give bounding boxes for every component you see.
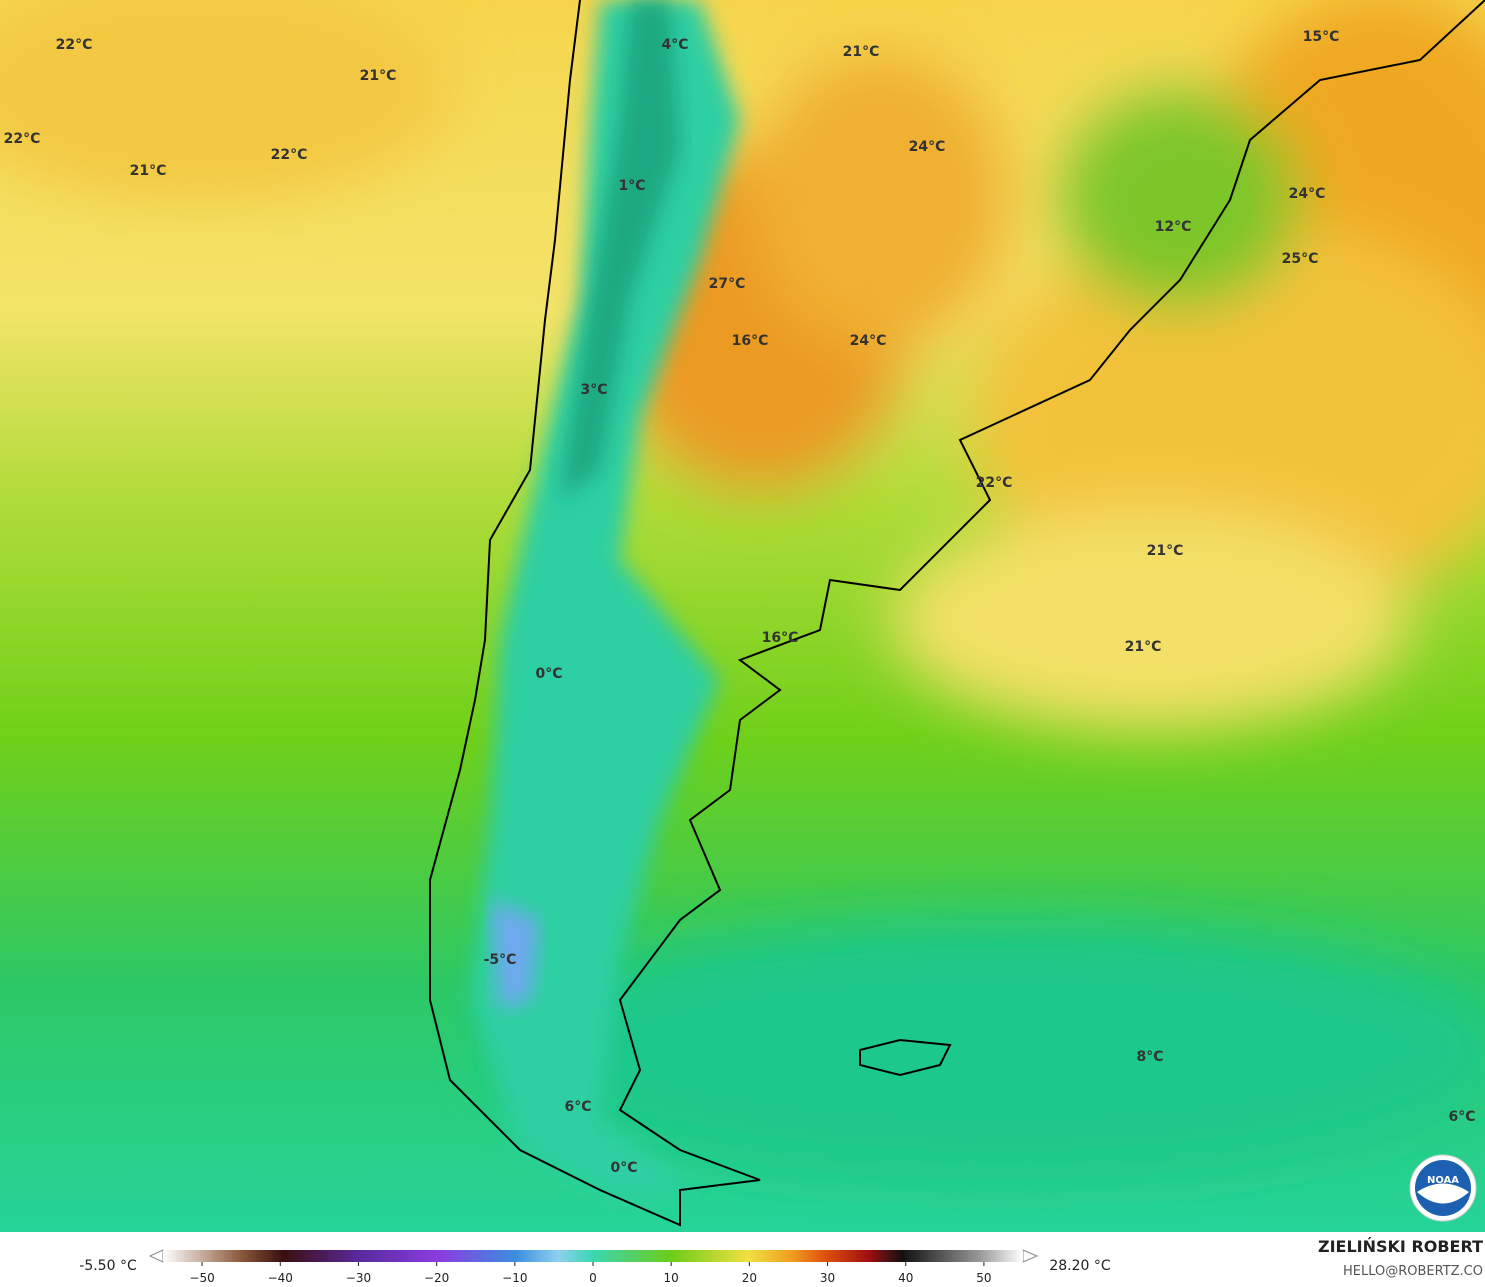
temperature-label: 16°C	[762, 630, 799, 646]
temperature-label: 21°C	[1147, 543, 1184, 559]
colorbar-min: -5.50 °C	[79, 1258, 137, 1274]
colorbar-tick-label: 50	[976, 1271, 991, 1285]
temperature-label: 6°C	[564, 1099, 591, 1115]
temperature-label: 12°C	[1155, 219, 1192, 235]
temperature-label: 24°C	[850, 333, 887, 349]
temperature-label: 22°C	[271, 147, 308, 163]
temperature-label: 15°C	[1303, 29, 1340, 45]
temperature-label: 0°C	[610, 1160, 637, 1176]
temperature-label: 16°C	[732, 333, 769, 349]
noaa-logo: NOAA	[1409, 1154, 1477, 1222]
temperature-label: 4°C	[661, 37, 688, 53]
temperature-label: -5°C	[484, 952, 517, 968]
svg-text:NOAA: NOAA	[1427, 1175, 1459, 1186]
temperature-label: 21°C	[130, 163, 167, 179]
temperature-label: 21°C	[843, 44, 880, 60]
colorbar-tick-label: 0	[589, 1271, 597, 1285]
temperature-label: 0°C	[535, 666, 562, 682]
colorbar-tick-label: −30	[346, 1271, 371, 1285]
colorbar-tick-label: 30	[820, 1271, 835, 1285]
temperature-label: 25°C	[1282, 251, 1319, 267]
temperature-label: 24°C	[1289, 186, 1326, 202]
colorbar-tick-label: −50	[189, 1271, 214, 1285]
credit-email: HELLO@ROBERTZ.CO	[1343, 1264, 1483, 1279]
colorbar-tick-label: 40	[898, 1271, 913, 1285]
temperature-label: 3°C	[580, 382, 607, 398]
temperature-label: 22°C	[976, 475, 1013, 491]
temperature-label: 22°C	[56, 37, 93, 53]
temperature-label: 27°C	[709, 276, 746, 292]
colorbar-tick-label: 10	[664, 1271, 679, 1285]
colorbar-tick-label: −10	[502, 1271, 527, 1285]
temperature-label: 21°C	[1125, 639, 1162, 655]
colorbar-tick-label: −20	[424, 1271, 449, 1285]
colorbar-max: 28.20 °C	[1049, 1258, 1111, 1274]
temperature-label: 24°C	[909, 139, 946, 155]
colorbar	[163, 1250, 1023, 1262]
temperature-label: 22°C	[4, 131, 41, 147]
temperature-label: 8°C	[1136, 1049, 1163, 1065]
temperature-label: 6°C	[1448, 1109, 1475, 1125]
temperature-label: 1°C	[618, 178, 645, 194]
credit-author: ZIELIŃSKI ROBERT	[1318, 1237, 1483, 1256]
map	[0, 0, 1485, 1232]
colorbar-tick-label: 20	[742, 1271, 757, 1285]
temperature-label: 21°C	[360, 68, 397, 84]
colorbar-tick-label: −40	[268, 1271, 293, 1285]
